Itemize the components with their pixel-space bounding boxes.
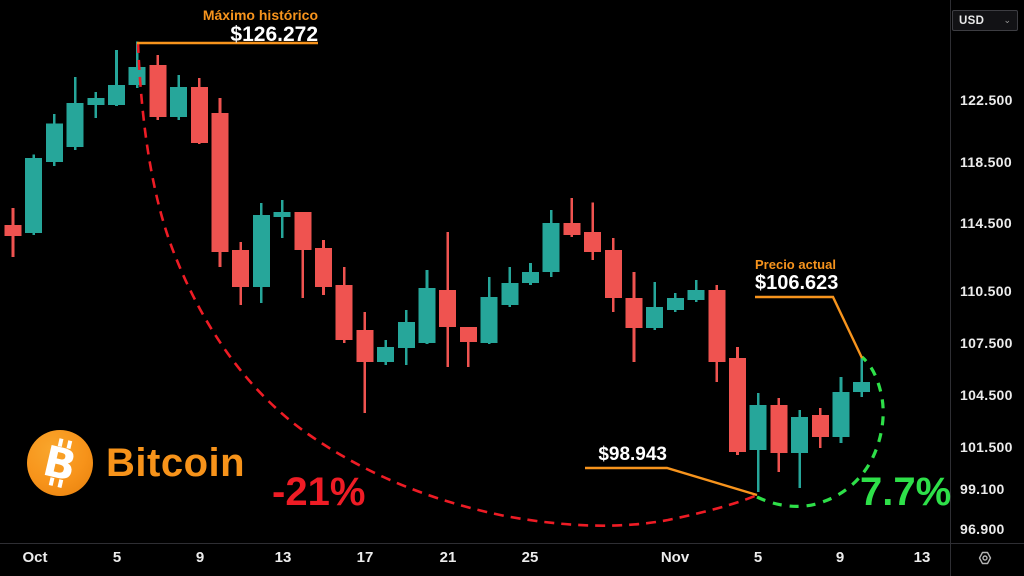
candle-body <box>45 123 63 163</box>
rise-percent-label: 7.7% <box>860 470 952 514</box>
price-tick-label: 96.900 <box>960 521 1005 537</box>
candle-body <box>108 85 125 105</box>
candle-body <box>397 322 415 348</box>
candle-body <box>853 382 871 393</box>
candle-body <box>749 405 767 450</box>
candle-body <box>480 297 498 343</box>
time-tick-label: Nov <box>660 549 690 566</box>
time-tick-label: 17 <box>356 549 374 566</box>
candle-body <box>625 297 643 328</box>
current-connector-line <box>755 295 864 359</box>
low-connector-line <box>585 466 758 497</box>
candle-body <box>252 214 270 287</box>
time-tick-label: Oct <box>22 549 48 566</box>
time-tick-label: 5 <box>112 549 122 566</box>
time-tick-label: 9 <box>195 549 205 566</box>
currency-dropdown-value: USD <box>959 14 985 27</box>
candle-body <box>232 250 250 287</box>
candle-body <box>687 290 705 300</box>
time-axis-separator <box>0 543 1024 544</box>
time-tick-label: 13 <box>913 549 931 566</box>
candle-body <box>459 327 477 342</box>
candles <box>4 41 871 492</box>
time-tick-label: 25 <box>521 549 539 566</box>
candle-body <box>666 297 684 310</box>
price-tick-label: 114.500 <box>960 215 1012 231</box>
price-tick-label: 104.500 <box>960 387 1013 403</box>
price-axis-separator <box>950 0 951 576</box>
candle-body <box>273 212 291 217</box>
candle-body <box>584 232 602 253</box>
time-tick-label: 5 <box>753 549 763 566</box>
candle-body <box>418 287 436 343</box>
time-tick-label: 13 <box>274 549 292 566</box>
settings-gear-icon[interactable] <box>977 550 993 566</box>
current-price-annotation: Precio actual $106.623 <box>755 257 839 295</box>
candle-body <box>25 158 43 234</box>
candle-body <box>87 98 105 105</box>
candle-body <box>149 65 167 118</box>
candle-body <box>170 87 188 118</box>
candle-body <box>563 223 581 236</box>
low-price-annotation-price: $98.943 <box>598 444 667 465</box>
ath-annotation: Máximo histórico $126.272 <box>203 7 318 47</box>
candle-body <box>708 290 726 363</box>
candle-body <box>729 357 746 453</box>
price-tick-label: 118.500 <box>960 154 1012 170</box>
price-tick-label: 99.100 <box>960 481 1005 497</box>
candle-body <box>439 290 457 328</box>
ath-annotation-title: Máximo histórico <box>202 7 318 23</box>
price-tick-label: 101.500 <box>960 439 1013 455</box>
candle-body <box>4 225 22 236</box>
bitcoin-wordmark: Bitcoin <box>106 440 246 485</box>
price-tick-label: 122.500 <box>960 92 1013 108</box>
candle-body <box>791 417 809 453</box>
candle-body <box>211 113 229 253</box>
candle-body <box>604 250 622 298</box>
time-tick-label: 9 <box>835 549 845 566</box>
candle-body <box>522 272 539 284</box>
ath-annotation-price: $126.272 <box>230 23 318 47</box>
drop-percent-label: -21% <box>272 470 366 514</box>
candle-body <box>646 306 664 328</box>
chevron-down-icon: ⌄ <box>1003 15 1011 25</box>
price-tick-label: 107.500 <box>960 335 1013 351</box>
candle-body <box>315 248 332 287</box>
rise-dashed-curve <box>756 355 885 508</box>
current-price-annotation-price: $106.623 <box>755 272 839 295</box>
bitcoin-icon: B <box>27 430 93 496</box>
candle-body <box>501 283 519 305</box>
currency-dropdown[interactable]: USD ⌄ <box>952 10 1018 31</box>
time-tick-label: 21 <box>439 549 457 566</box>
candle-body <box>66 102 84 147</box>
bitcoin-brand: B Bitcoin <box>26 429 245 497</box>
candle-body <box>377 347 395 363</box>
candle-body <box>335 285 353 341</box>
candle-body <box>542 223 560 272</box>
candle-body <box>128 67 146 85</box>
candle-body <box>811 414 829 437</box>
drop-dashed-curve <box>136 42 758 527</box>
candle-body <box>190 87 208 143</box>
candle-body <box>832 392 850 437</box>
candle-body <box>770 405 788 453</box>
candle-body <box>356 330 374 363</box>
low-price-annotation: $98.943 <box>598 444 667 466</box>
candle-body <box>294 212 312 250</box>
price-tick-label: 110.500 <box>960 283 1012 299</box>
current-price-annotation-title: Precio actual <box>755 257 836 272</box>
